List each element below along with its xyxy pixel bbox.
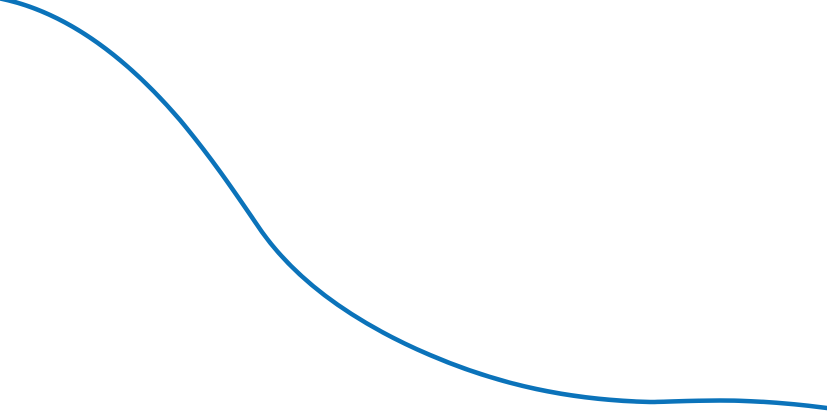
wave-curve	[0, 0, 827, 411]
background	[0, 0, 827, 413]
decorative-curve-graphic	[0, 0, 827, 413]
